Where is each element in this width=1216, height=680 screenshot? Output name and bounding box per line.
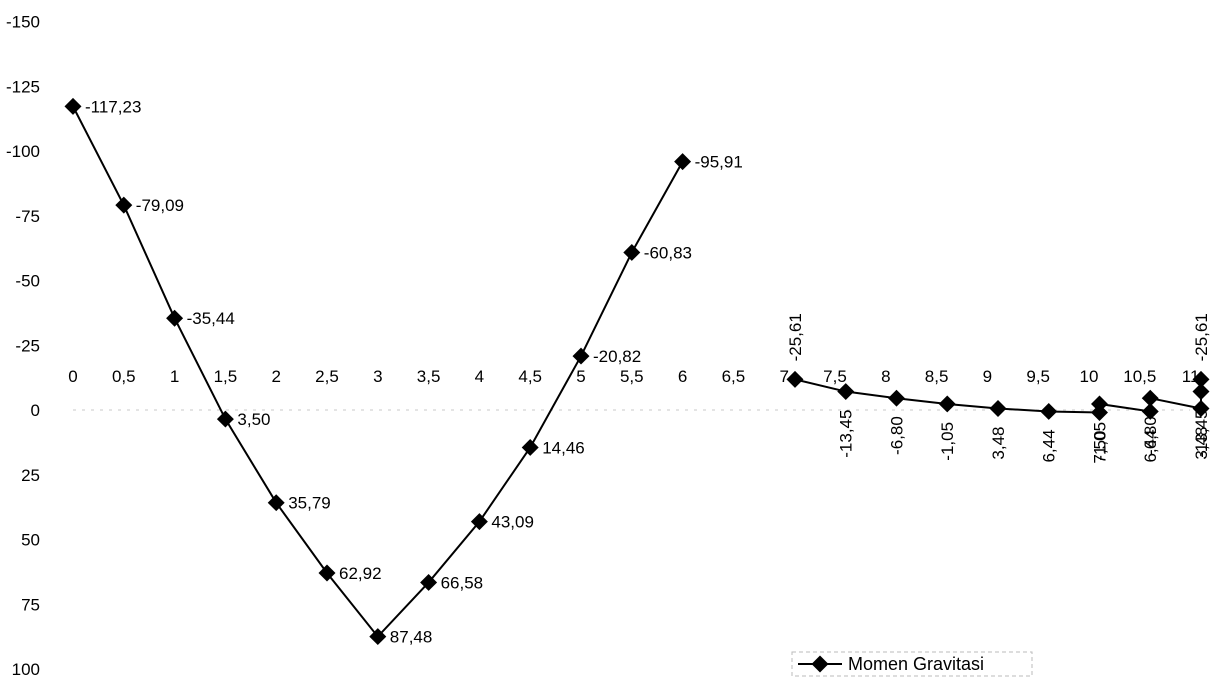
x-tick-label: 5,5 (620, 367, 644, 386)
data-point (267, 494, 285, 512)
data-point (1141, 389, 1159, 407)
data-point (623, 243, 641, 261)
data-label: -6,80 (1141, 416, 1160, 455)
x-tick-label: 7 (779, 367, 788, 386)
data-point (938, 395, 956, 413)
data-point (786, 370, 804, 388)
y-tick-label: 25 (21, 466, 40, 485)
data-point (318, 564, 336, 582)
x-tick-label: 10 (1080, 367, 1099, 386)
data-point (369, 628, 387, 646)
x-tick-label: 1,5 (214, 367, 238, 386)
y-tick-label: -150 (6, 13, 40, 32)
data-point (166, 309, 184, 327)
x-tick-label: 1 (170, 367, 179, 386)
data-label: 3,48 (1192, 426, 1211, 459)
data-point (216, 410, 234, 428)
y-tick-label: 0 (31, 401, 40, 420)
x-tick-label: 9 (983, 367, 992, 386)
data-label: -79,09 (136, 196, 184, 215)
data-label: -117,23 (85, 97, 141, 116)
y-tick-label: -125 (6, 77, 40, 96)
data-label: -25,61 (1192, 313, 1211, 361)
x-axis: 0 0,5 1 1,5 2 2,5 3 3,5 4 4,5 5 5,5 6 6,5 7 7,5 8 8,5 9 9,5… (68, 367, 1199, 411)
data-label: -13,45 (1192, 410, 1211, 458)
legend-box (791, 651, 1033, 677)
x-tick-label: 8,5 (925, 367, 949, 386)
x-tick-label: 0 (68, 367, 77, 386)
x-tick-label: 7,5 (823, 367, 847, 386)
x-tick-label: 4 (475, 367, 484, 386)
data-point (572, 347, 590, 365)
data-point (115, 196, 133, 214)
data-label: -20,82 (593, 347, 641, 366)
data-point (521, 438, 539, 456)
y-tick-label: -50 (15, 272, 40, 291)
x-tick-label: 10,5 (1123, 367, 1156, 386)
data-label: -1,05 (1091, 422, 1110, 461)
y-axis: -150 -125 -100 -75 -50 -25 0 25 50 75 100 (6, 13, 40, 680)
x-tick-label: 0,5 (112, 367, 136, 386)
legend-marker (811, 655, 829, 673)
x-tick-label: 5 (576, 367, 585, 386)
data-label: 87,48 (390, 628, 433, 647)
y-tick-label: 100 (12, 660, 40, 679)
data-point (674, 153, 692, 171)
data-point (837, 383, 855, 401)
x-tick-label: 2 (271, 367, 280, 386)
x-tick-label: 3 (373, 367, 382, 386)
data-label: 14,46 (542, 438, 585, 457)
x-tick-label: 6 (678, 367, 687, 386)
data-point (64, 97, 82, 115)
data-label: -6,80 (888, 416, 907, 455)
y-tick-label: -25 (15, 336, 40, 355)
data-point (470, 513, 488, 531)
data-label: -1,05 (938, 422, 957, 461)
x-tick-label: 9,5 (1026, 367, 1050, 386)
data-label: 3,50 (237, 410, 270, 429)
x-tick-label: 3,5 (417, 367, 441, 386)
x-tick-label: 6,5 (722, 367, 746, 386)
data-label: 66,58 (441, 573, 484, 592)
legend: Momen Gravitasi (791, 651, 1033, 677)
data-label: -35,44 (187, 309, 235, 328)
data-label: -25,61 (786, 313, 805, 361)
data-point (989, 399, 1007, 417)
data-point (888, 389, 905, 407)
data-label: 35,79 (288, 494, 331, 513)
y-tick-label: 50 (21, 531, 40, 550)
data-label: -13,45 (837, 410, 856, 458)
data-label: 62,92 (339, 564, 382, 583)
data-label: 6,44 (1141, 429, 1160, 462)
x-tick-label: 2,5 (315, 367, 339, 386)
y-tick-label: 75 (21, 595, 40, 614)
data-label: 7,50 (1091, 431, 1110, 464)
data-point (420, 573, 438, 591)
data-label: 43,09 (491, 513, 534, 532)
x-tick-label: 4,5 (518, 367, 542, 386)
data-point (1091, 395, 1108, 413)
data-point (1040, 402, 1058, 420)
y-tick-label: -75 (15, 207, 40, 226)
data-label: -60,83 (644, 243, 692, 262)
data-label: 3,48 (989, 426, 1008, 459)
legend-label: Momen Gravitasi (848, 654, 984, 674)
data-label: -95,91 (695, 153, 743, 172)
data-labels: -117,23-79,09-35,443,5035,7962,9287,4866… (85, 97, 1211, 646)
x-tick-label: 8 (881, 367, 890, 386)
data-label: 6,44 (1040, 429, 1059, 462)
y-tick-label: -100 (6, 142, 40, 161)
